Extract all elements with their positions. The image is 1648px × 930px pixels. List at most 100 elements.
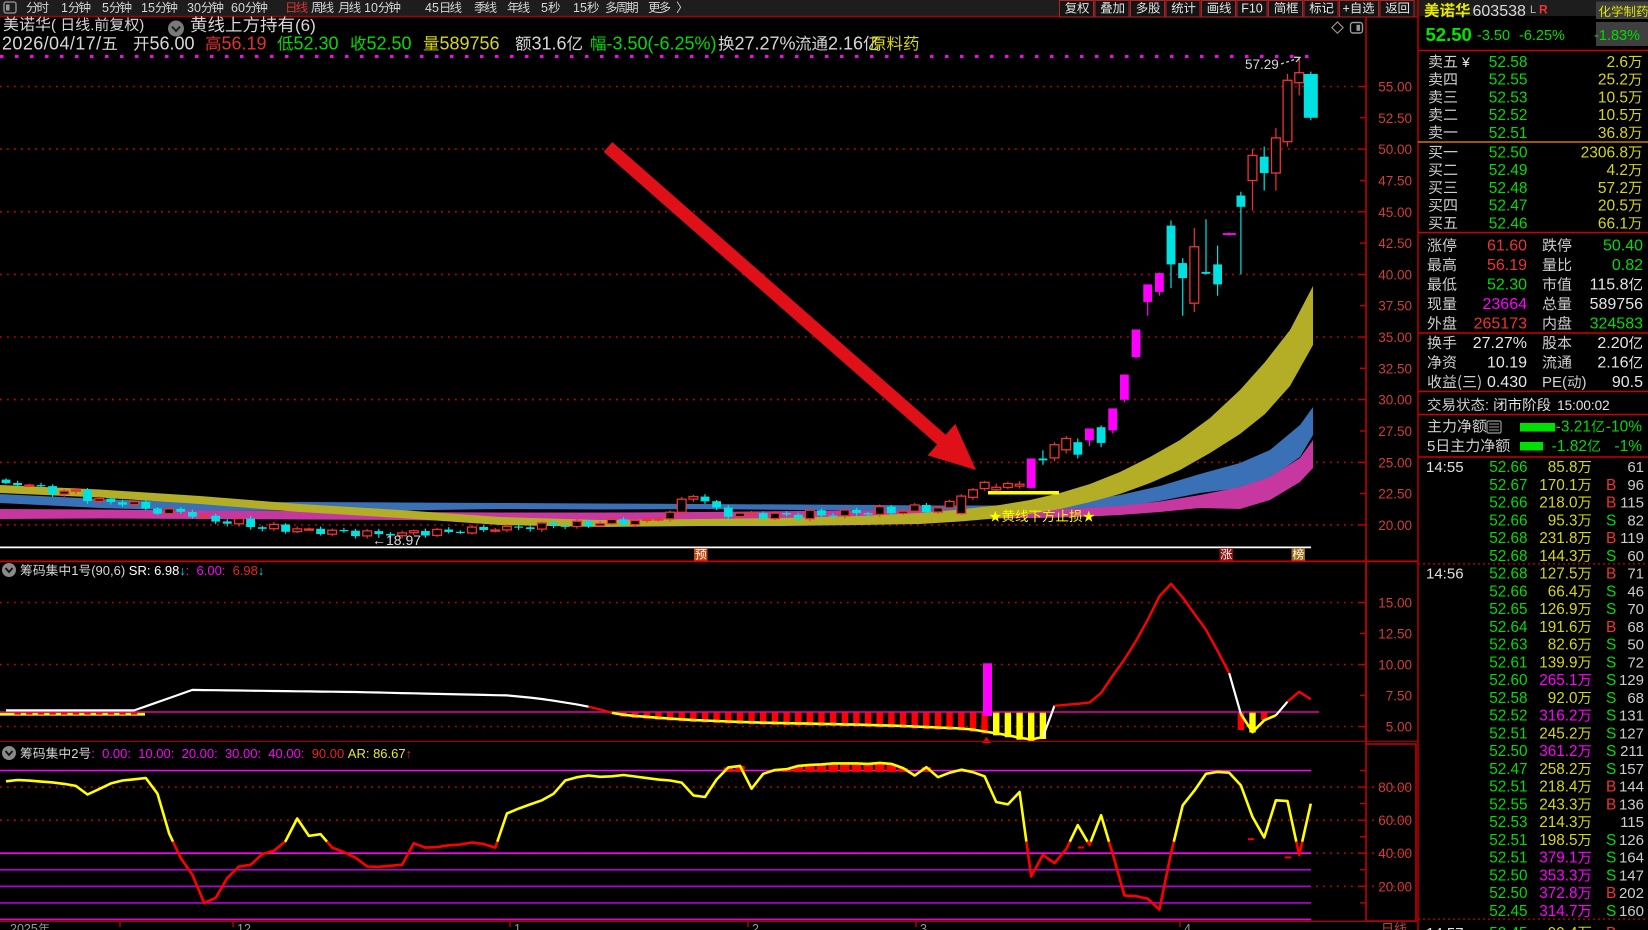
svg-text:S: S <box>1606 903 1616 920</box>
svg-text:144.3: 144.3 <box>1539 548 1577 565</box>
svg-text:52.47: 52.47 <box>1489 198 1528 215</box>
svg-text:5: 5 <box>148 1 155 15</box>
svg-text:160: 160 <box>1619 903 1644 920</box>
svg-text:56.00: 56.00 <box>150 34 195 54</box>
svg-text:56.19: 56.19 <box>1487 257 1527 274</box>
svg-text::: : <box>171 746 175 761</box>
svg-text:52.53: 52.53 <box>1489 814 1527 831</box>
svg-text:258.2: 258.2 <box>1539 761 1577 778</box>
svg-text:2.20: 2.20 <box>1597 335 1628 352</box>
svg-text:218.4: 218.4 <box>1539 779 1578 796</box>
svg-text:27.27%: 27.27% <box>735 34 796 54</box>
svg-text:30.00: 30.00 <box>1378 393 1412 408</box>
svg-text:-3.50(-6.25%): -3.50(-6.25%) <box>607 34 717 54</box>
svg-text:2025: 2025 <box>10 922 38 930</box>
svg-text:52.52: 52.52 <box>1489 708 1527 725</box>
svg-text:S: S <box>1606 850 1616 867</box>
svg-text:243.3: 243.3 <box>1539 796 1577 813</box>
svg-text:316.2: 316.2 <box>1539 708 1577 725</box>
svg-text:52.50: 52.50 <box>1489 743 1527 760</box>
svg-text:+: + <box>1343 2 1350 16</box>
svg-text:S: S <box>1606 583 1616 600</box>
svg-text:S: S <box>1606 868 1616 885</box>
svg-text:40.00: 40.00 <box>1378 267 1412 282</box>
svg-text:14:55: 14:55 <box>1426 459 1464 476</box>
svg-text:60.00: 60.00 <box>1378 813 1412 828</box>
svg-text:60: 60 <box>1627 548 1644 565</box>
svg-text:R: R <box>1539 3 1548 17</box>
svg-text:4: 4 <box>425 1 432 15</box>
svg-text:5: 5 <box>1427 438 1435 455</box>
svg-text:1: 1 <box>61 1 68 15</box>
svg-text:218.0: 218.0 <box>1539 495 1577 512</box>
svg-text:61: 61 <box>1627 459 1644 476</box>
svg-text:52.66: 52.66 <box>1489 583 1527 600</box>
svg-text:126.9: 126.9 <box>1539 601 1577 618</box>
svg-text:115.8: 115.8 <box>1590 277 1629 294</box>
svg-text:52.51: 52.51 <box>1489 850 1527 867</box>
svg-text:S: S <box>1606 690 1616 707</box>
svg-text:S: S <box>1606 654 1616 671</box>
svg-text:5: 5 <box>541 1 548 15</box>
svg-text:5: 5 <box>580 1 587 15</box>
svg-text:68: 68 <box>1627 619 1644 636</box>
svg-text::: : <box>186 563 190 578</box>
svg-text:S: S <box>1606 548 1616 565</box>
svg-text:-3.21: -3.21 <box>1556 419 1591 436</box>
svg-text:S: S <box>1606 761 1616 778</box>
svg-text:127.5: 127.5 <box>1539 566 1577 583</box>
svg-text:231.8: 231.8 <box>1539 530 1577 547</box>
svg-text:52.51: 52.51 <box>1489 779 1527 796</box>
svg-text:324583: 324583 <box>1590 316 1643 333</box>
svg-text:↓: ↓ <box>179 564 185 578</box>
svg-text:52.55: 52.55 <box>1489 796 1527 813</box>
svg-text:170.1: 170.1 <box>1539 477 1577 494</box>
svg-text:5: 5 <box>432 1 439 15</box>
svg-text:52.58: 52.58 <box>1489 54 1528 71</box>
svg-text:32.50: 32.50 <box>1378 361 1412 376</box>
svg-text:2.16: 2.16 <box>828 34 863 54</box>
svg-text:1: 1 <box>71 563 78 578</box>
svg-text::: : <box>91 746 95 761</box>
svg-text:71: 71 <box>1627 566 1644 583</box>
svg-text:2306.8: 2306.8 <box>1581 145 1628 162</box>
svg-text:S: S <box>1606 637 1616 654</box>
svg-text:PE(: PE( <box>1542 374 1567 391</box>
svg-text:6.98: 6.98 <box>233 563 258 578</box>
svg-text:52.45: 52.45 <box>1489 925 1527 930</box>
svg-text:52.66: 52.66 <box>1489 459 1527 476</box>
svg-text:0: 0 <box>371 1 378 15</box>
svg-text:): ) <box>139 17 144 34</box>
svg-text:23664: 23664 <box>1483 296 1528 313</box>
svg-text:52.50: 52.50 <box>1426 24 1472 45</box>
svg-text:82: 82 <box>1627 512 1644 529</box>
svg-text:2026/04/17/: 2026/04/17/ <box>2 34 102 54</box>
svg-text:52.68: 52.68 <box>1489 566 1527 583</box>
svg-text:42.50: 42.50 <box>1378 236 1412 251</box>
svg-text:(: ( <box>51 17 56 34</box>
svg-text::: : <box>127 746 131 761</box>
svg-text:52.68: 52.68 <box>1489 548 1527 565</box>
svg-text:52.30: 52.30 <box>294 34 339 54</box>
svg-text:B: B <box>1606 885 1616 902</box>
svg-text:AR: 86.67: AR: 86.67 <box>348 746 406 761</box>
svg-text:B: B <box>1606 530 1616 547</box>
svg-text:52.47: 52.47 <box>1489 761 1527 778</box>
svg-text:25.2: 25.2 <box>1598 72 1628 89</box>
svg-text:52.30: 52.30 <box>1487 277 1527 294</box>
svg-text:50.00: 50.00 <box>1378 142 1412 157</box>
svg-text:B: B <box>1606 477 1616 494</box>
svg-text:0.430: 0.430 <box>1487 374 1527 391</box>
svg-text:52.49: 52.49 <box>1489 162 1528 179</box>
svg-text:57.2: 57.2 <box>1598 180 1628 197</box>
svg-text:90.5: 90.5 <box>1612 374 1643 391</box>
svg-text:2.6: 2.6 <box>1606 54 1628 71</box>
svg-text:52.68: 52.68 <box>1489 530 1527 547</box>
svg-text:361.2: 361.2 <box>1539 743 1577 760</box>
svg-text:15.00: 15.00 <box>1378 596 1412 611</box>
svg-text:92.0: 92.0 <box>1548 690 1578 707</box>
svg-text:37.50: 37.50 <box>1378 299 1412 314</box>
svg-text:52.51: 52.51 <box>1489 125 1528 142</box>
svg-text:6.00: 6.00 <box>197 563 222 578</box>
svg-text:5.00: 5.00 <box>1386 720 1412 735</box>
